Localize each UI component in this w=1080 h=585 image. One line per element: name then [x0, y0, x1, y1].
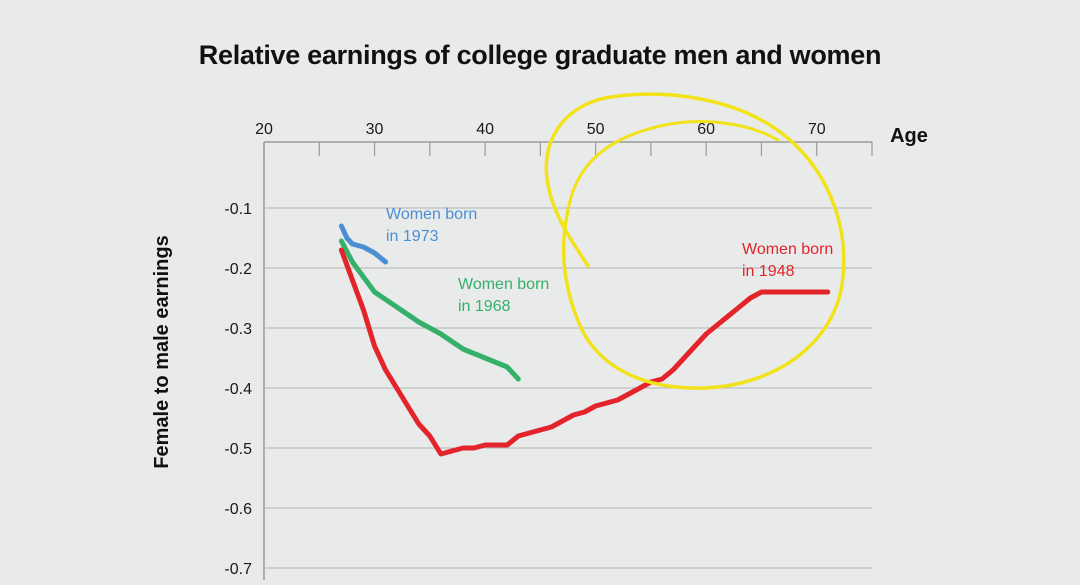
y-tick-label: -0.6 [224, 501, 252, 518]
y-tick-label: -0.7 [224, 561, 252, 578]
x-tick-label: 70 [808, 121, 826, 138]
series-line-0 [338, 223, 389, 265]
grid [263, 141, 873, 580]
series-label-line: in 1948 [742, 263, 795, 280]
y-tick-label: -0.2 [224, 261, 252, 278]
series-label-line: Women born [742, 241, 833, 258]
y-tick-label: -0.1 [224, 201, 252, 218]
x-tick-label: 20 [255, 121, 273, 138]
series-line-1 [338, 238, 521, 382]
series-label-line: in 1973 [386, 228, 439, 245]
x-tick-label: 50 [587, 121, 605, 138]
y-tick-label: -0.5 [224, 441, 252, 458]
y-axis-label: Female to male earnings [151, 235, 173, 468]
series-label-0: Women born in 1973 [386, 206, 477, 245]
series-label-2: Women born in 1948 [742, 241, 833, 280]
series-lines [338, 223, 831, 457]
x-axis-label: Age [890, 125, 928, 147]
series-label-line: in 1968 [458, 298, 511, 315]
x-tick-label: 40 [476, 121, 494, 138]
series-label-line: Women born [458, 276, 549, 293]
x-tick-label: 30 [366, 121, 384, 138]
annotation-circle-stroke [544, 92, 846, 390]
annotation-circle-overlap [566, 120, 780, 212]
y-axis-ticks: -0.1 -0.2 -0.3 -0.4 -0.5 -0.6 -0.7 [224, 201, 252, 578]
y-tick-label: -0.4 [224, 381, 252, 398]
series-line-2 [338, 247, 831, 457]
x-tick-label: 60 [697, 121, 715, 138]
chart-title: Relative earnings of college graduate me… [199, 40, 881, 70]
series-label-1: Women born in 1968 [458, 276, 549, 315]
x-axis-ticks: 20 30 40 50 60 70 [255, 121, 826, 138]
y-tick-label: -0.3 [224, 321, 252, 338]
series-label-line: Women born [386, 206, 477, 223]
hand-drawn-circle-annotation [544, 92, 846, 390]
